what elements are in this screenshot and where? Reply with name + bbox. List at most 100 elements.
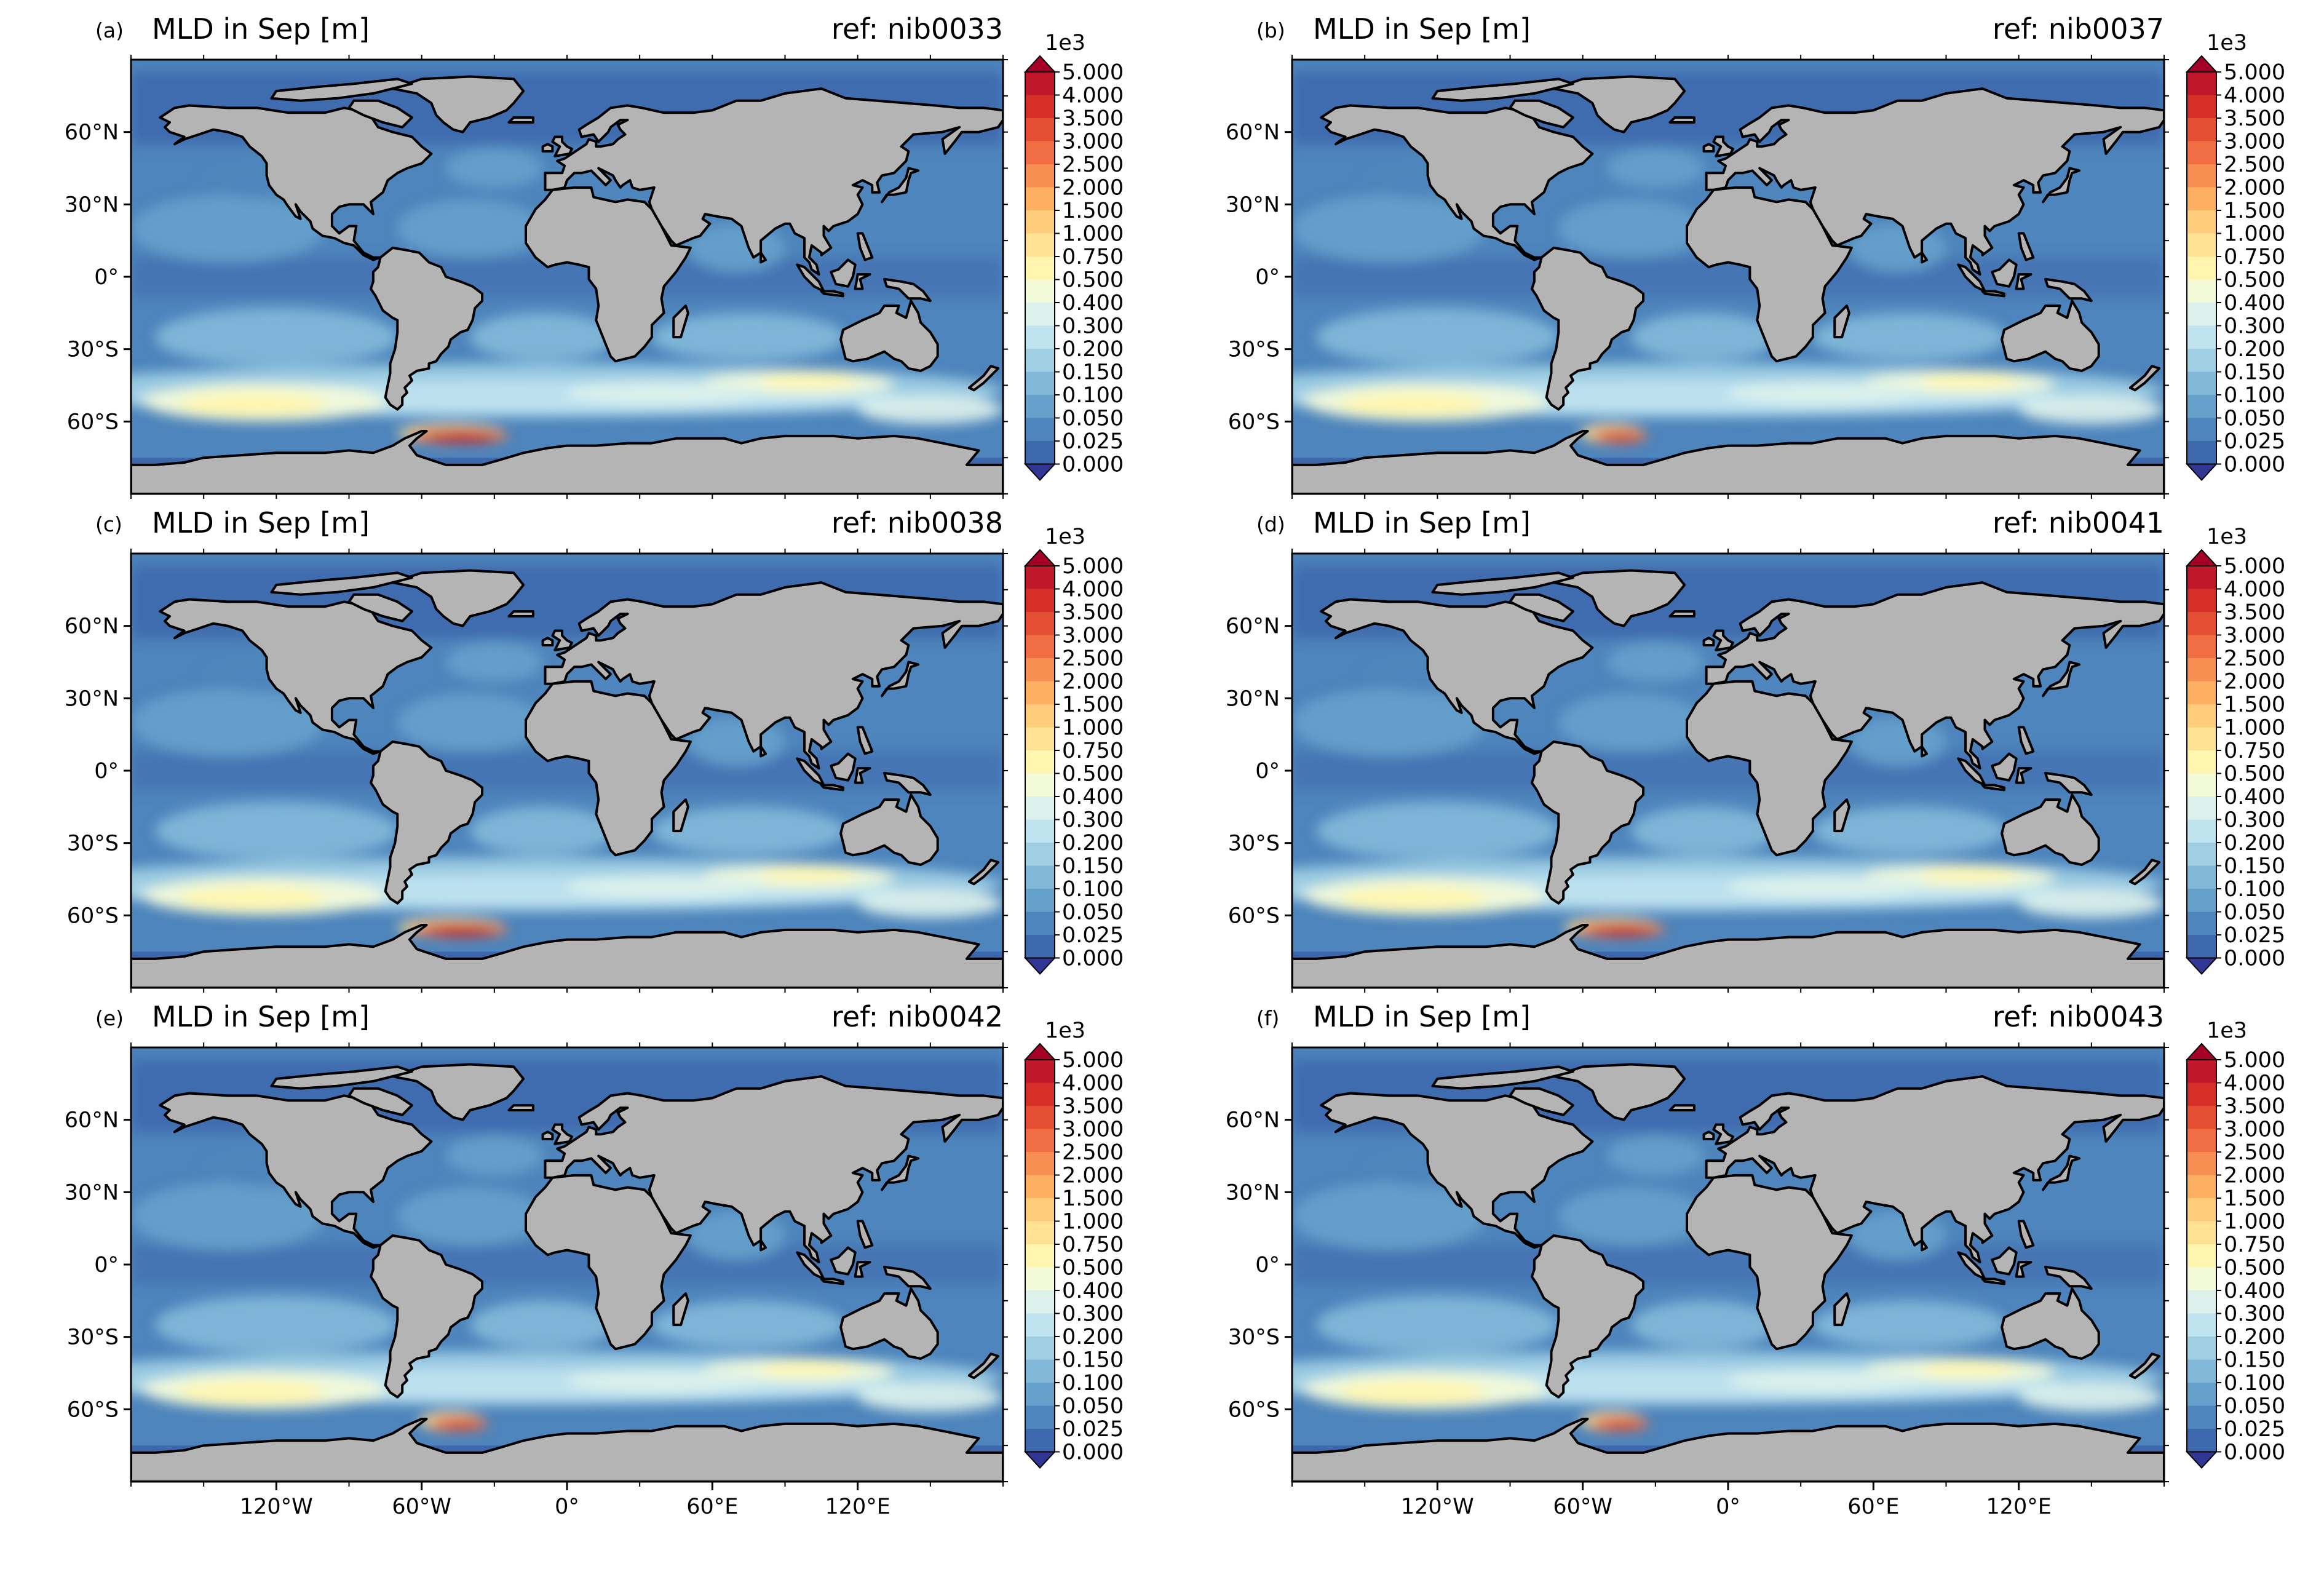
land-borneo <box>1991 258 2018 288</box>
mld-region-13 <box>1812 1300 2007 1349</box>
land-north-america <box>1320 104 1594 261</box>
land-ireland <box>541 637 554 646</box>
colorbar-extend-max <box>1023 55 1057 73</box>
mld-region-7 <box>857 1383 1003 1412</box>
mld-region-15 <box>446 149 543 188</box>
panel-letter: (a) <box>95 18 124 42</box>
colorbar-label: 1.000 <box>2224 716 2285 741</box>
colorbar-label: 4.000 <box>2224 578 2285 602</box>
colorbar-label: 1.000 <box>2224 1210 2285 1234</box>
land-philippines <box>2017 726 2035 755</box>
land-java <box>820 290 844 298</box>
colorbar-segment <box>2187 187 2216 211</box>
colorbar-segment <box>1025 1290 1055 1314</box>
land-south-america <box>1530 246 1645 411</box>
colorbar-label: 3.500 <box>2224 600 2285 625</box>
land-south-america <box>1530 740 1645 905</box>
colorbar-segment <box>2187 441 2216 465</box>
colorbar-segment <box>1025 395 1055 419</box>
colorbar-segment <box>2187 1337 2216 1360</box>
land-madagascar <box>672 1292 689 1327</box>
land-antarctica <box>131 1418 1003 1482</box>
colorbar-label: 3.500 <box>1062 600 1124 625</box>
colorbar-label: 4.000 <box>2224 84 2285 108</box>
land-japan <box>2042 1154 2081 1191</box>
colorbar-segment <box>1025 704 1055 728</box>
mld-region-11 <box>155 308 398 367</box>
colorbar-label: 4.000 <box>2224 1071 2285 1096</box>
colorbar-segment <box>2187 1129 2216 1153</box>
mld-region-5 <box>761 867 858 882</box>
land-antarctica <box>131 924 1003 988</box>
colorbar-segment <box>1025 233 1055 257</box>
colorbar-segment <box>1025 750 1055 774</box>
colorbar-segment <box>1025 1405 1055 1429</box>
mld-region-8 <box>1292 1182 1486 1250</box>
colorbar-segment <box>2187 1060 2216 1084</box>
colorbar-segment <box>2187 118 2216 142</box>
colorbar-label: 0.750 <box>1062 739 1124 763</box>
colorbar-label: 0.100 <box>2224 1371 2285 1396</box>
lat-label: 30°N <box>1226 1180 1280 1205</box>
land-new-guinea <box>2044 771 2093 796</box>
land-greenland <box>391 569 525 627</box>
colorbar-label: 0.750 <box>2224 739 2285 763</box>
land-britain <box>551 1123 573 1145</box>
mld-region-9 <box>397 693 543 752</box>
land-new-guinea <box>883 1265 932 1290</box>
land-japan <box>881 167 920 204</box>
land-japan <box>2042 167 2081 204</box>
land-new-zealand <box>2128 859 2161 886</box>
land-baffin <box>347 593 413 622</box>
colorbar-label: 0.000 <box>1062 453 1124 477</box>
land-ireland <box>541 143 554 153</box>
colorbar-segment <box>1025 1198 1055 1222</box>
land-madagascar <box>1833 1292 1850 1327</box>
colorbar-segment <box>2187 233 2216 257</box>
colorbar-label: 0.025 <box>2224 1417 2285 1442</box>
land-borneo <box>830 258 857 288</box>
land-borneo <box>1991 752 2018 782</box>
land-australia <box>2001 793 2100 866</box>
colorbar-segment <box>2187 141 2216 165</box>
colorbar-segment <box>2187 566 2216 590</box>
land-arctic-islands <box>270 1065 413 1090</box>
colorbar: 5.0004.0003.5003.0002.5002.0001.5001.000… <box>2185 31 2285 481</box>
mld-region-18 <box>424 924 497 936</box>
colorbar-multiplier: 1e3 <box>2207 31 2247 55</box>
land-borneo <box>830 752 857 782</box>
colorbar-segment <box>1025 72 1055 96</box>
mld-region-9 <box>1558 1187 1704 1245</box>
land-masses <box>1292 569 2164 988</box>
land-north-america <box>159 1092 433 1249</box>
colorbar-label: 0.050 <box>2224 407 2285 431</box>
land-philippines <box>2017 1220 2035 1249</box>
lat-label: 0° <box>94 265 119 290</box>
lat-label: 30°N <box>65 193 119 217</box>
mld-region-8 <box>131 1182 325 1250</box>
colorbar-label: 0.400 <box>1062 785 1124 809</box>
colorbar-multiplier: 1e3 <box>1045 31 1085 55</box>
mld-region-12 <box>1631 1300 1777 1349</box>
colorbar-label: 0.200 <box>1062 831 1124 856</box>
colorbar-extend-min <box>1023 957 1057 975</box>
land-iceland <box>507 1104 534 1111</box>
colorbar: 5.0004.0003.5003.0002.5002.0001.5001.000… <box>2185 525 2285 975</box>
colorbar-segment <box>1025 1106 1055 1130</box>
colorbar-segment <box>1025 1082 1055 1106</box>
colorbar-multiplier: 1e3 <box>1045 1019 1085 1043</box>
lat-label: 30°N <box>65 686 119 711</box>
colorbar-label: 2.500 <box>1062 646 1124 671</box>
mld-region-11 <box>1316 1295 1559 1354</box>
land-sri-lanka <box>759 251 767 264</box>
land-sulawesi <box>854 767 871 784</box>
land-sulawesi <box>2015 767 2033 784</box>
colorbar-segment <box>1025 164 1055 188</box>
colorbar-segment <box>1025 889 1055 913</box>
panel-b: 60°N 30°N 0° 30°S 60°S (b) MLD in Sep [m] ref: … <box>1226 12 2285 499</box>
mld-region-5 <box>761 373 858 388</box>
lon-label: 120°W <box>240 1495 313 1519</box>
mld-region-13 <box>1812 312 2007 362</box>
colorbar-segment <box>1025 1129 1055 1153</box>
lat-label: 60°N <box>1226 614 1280 639</box>
